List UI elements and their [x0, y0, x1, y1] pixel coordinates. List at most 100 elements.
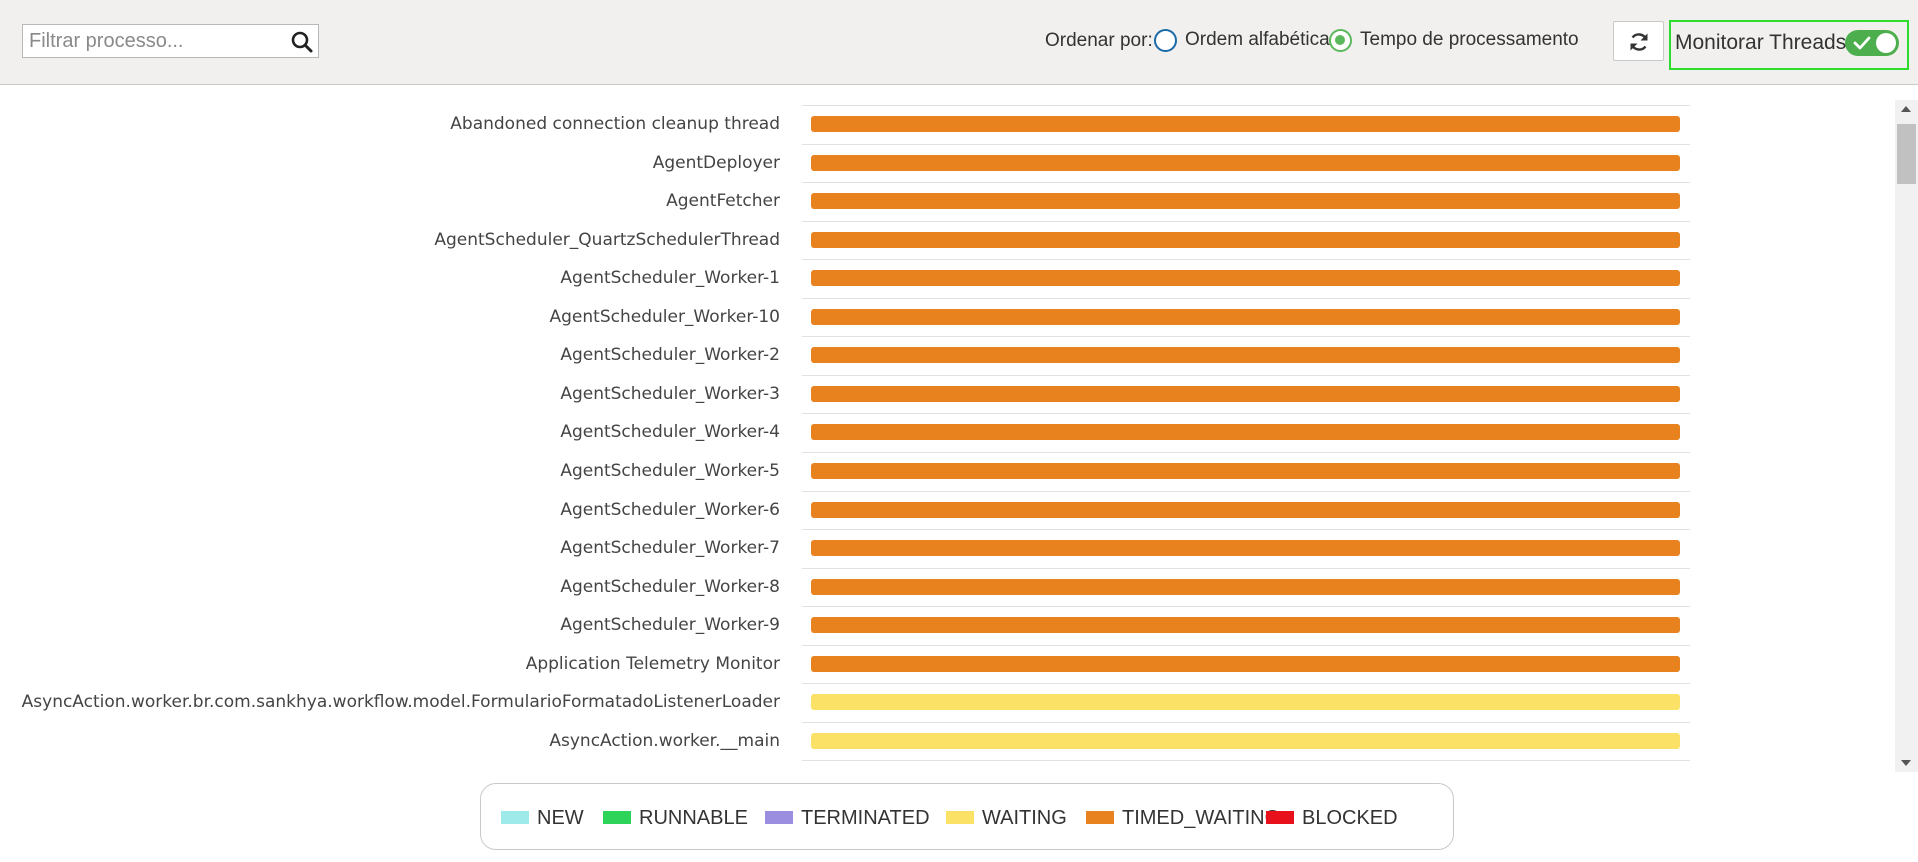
- legend-label: NEW: [537, 807, 584, 829]
- thread-state-bar[interactable]: [811, 540, 1680, 557]
- thread-row: AgentScheduler_Worker-10: [0, 297, 1700, 336]
- thread-name: AgentScheduler_Worker-6: [560, 499, 780, 520]
- thread-state-bar[interactable]: [811, 154, 1680, 171]
- thread-name: AgentDeployer: [652, 152, 780, 173]
- row-divider: [802, 143, 1690, 145]
- row-divider: [802, 644, 1690, 646]
- row-divider: [802, 336, 1690, 338]
- thread-row: AgentScheduler_Worker-6: [0, 490, 1700, 529]
- refresh-icon: [1630, 33, 1648, 51]
- legend-swatch: [1086, 811, 1114, 824]
- thread-row: Application Telemetry Monitor: [0, 644, 1700, 683]
- legend-swatch: [501, 811, 529, 824]
- monitor-threads-toggle[interactable]: [1845, 30, 1899, 56]
- thread-state-bar[interactable]: [811, 270, 1680, 287]
- row-divider: [802, 490, 1690, 492]
- search-box: [22, 24, 319, 58]
- sort-label: Ordenar por:: [1045, 30, 1153, 51]
- thread-row: AgentScheduler_Worker-9: [0, 606, 1700, 644]
- legend-swatch: [603, 811, 631, 824]
- legend-swatch: [765, 811, 793, 824]
- sort-alpha-radio[interactable]: [1154, 29, 1177, 52]
- check-icon: [1853, 36, 1871, 50]
- thread-row: AgentScheduler_Worker-2: [0, 336, 1700, 374]
- thread-state-bar[interactable]: [811, 462, 1680, 479]
- refresh-button[interactable]: [1613, 21, 1664, 61]
- toggle-knob: [1876, 33, 1896, 53]
- thread-state-bar[interactable]: [811, 385, 1680, 402]
- thread-name: Abandoned connection cleanup thread: [450, 114, 780, 134]
- thread-row: AgentScheduler_Worker-4: [0, 413, 1700, 451]
- row-divider: [802, 683, 1690, 685]
- thread-name: AgentScheduler_Worker-4: [560, 422, 780, 443]
- monitor-threads-control: Monitorar Threads: [1669, 20, 1909, 70]
- thread-name: AgentScheduler_Worker-7: [560, 538, 780, 559]
- thread-row: AsyncAction.worker.br.com.sankhya.workfl…: [0, 683, 1700, 721]
- thread-state-bar[interactable]: [811, 116, 1680, 132]
- thread-row: Abandoned connection cleanup thread: [0, 105, 1700, 143]
- row-divider: [802, 259, 1690, 261]
- legend-label: WAITING: [982, 807, 1067, 829]
- row-divider: [802, 182, 1690, 184]
- vertical-scrollbar[interactable]: [1895, 100, 1918, 772]
- legend-swatch: [1266, 811, 1294, 824]
- thread-state-bar[interactable]: [811, 347, 1680, 364]
- row-divider: [802, 413, 1690, 415]
- thread-state-bar[interactable]: [811, 617, 1680, 634]
- thread-state-bar[interactable]: [811, 231, 1680, 248]
- scroll-thumb[interactable]: [1897, 124, 1916, 184]
- thread-name: AgentScheduler_Worker-9: [560, 615, 780, 636]
- toolbar: Ordenar por: Ordem alfabética Tempo de p…: [0, 0, 1918, 85]
- thread-state-bar[interactable]: [811, 501, 1680, 518]
- thread-row: AgentScheduler_Worker-7: [0, 529, 1700, 567]
- thread-state-bar[interactable]: [811, 732, 1680, 749]
- legend-swatch: [946, 811, 974, 824]
- legend-label: TIMED_WAITING: [1122, 807, 1281, 829]
- scroll-down-arrow[interactable]: [1901, 760, 1911, 766]
- thread-state-bar[interactable]: [811, 193, 1680, 210]
- row-divider: [802, 374, 1690, 376]
- row-divider: [802, 451, 1690, 453]
- thread-name: AsyncAction.worker.br.com.sankhya.workfl…: [21, 692, 780, 713]
- row-divider: [802, 297, 1690, 299]
- thread-timeline-chart: Abandoned connection cleanup thread Agent…: [0, 86, 1895, 772]
- legend-label: BLOCKED: [1302, 807, 1398, 829]
- thread-row: AgentDeployer: [0, 143, 1700, 182]
- sort-time-label[interactable]: Tempo de processamento: [1360, 29, 1579, 50]
- thread-state-bar[interactable]: [811, 655, 1680, 672]
- search-icon[interactable]: [290, 30, 314, 54]
- thread-name: AgentScheduler_Worker-10: [549, 306, 781, 327]
- thread-state-bar[interactable]: [811, 578, 1680, 595]
- legend-label: RUNNABLE: [639, 807, 748, 829]
- thread-name: AgentScheduler_QuartzSchedulerThread: [434, 229, 780, 250]
- thread-row: AgentFetcher: [0, 182, 1700, 220]
- monitor-threads-label: Monitorar Threads: [1675, 31, 1847, 54]
- thread-row: AgentScheduler_Worker-5: [0, 451, 1700, 490]
- thread-name: Application Telemetry Monitor: [525, 653, 780, 674]
- thread-row: AgentScheduler_Worker-8: [0, 567, 1700, 606]
- legend-label: TERMINATED: [801, 807, 930, 829]
- thread-name: AgentScheduler_Worker-2: [560, 345, 780, 366]
- sort-time-radio[interactable]: [1329, 29, 1352, 52]
- thread-name: AgentScheduler_Worker-8: [560, 576, 780, 597]
- thread-row: AgentScheduler_Worker-1: [0, 259, 1700, 297]
- thread-row: AsyncAction.worker.__main: [0, 721, 1700, 760]
- thread-name: AgentScheduler_Worker-1: [560, 268, 780, 289]
- row-divider: [802, 529, 1690, 531]
- thread-row: AgentScheduler_Worker-3: [0, 374, 1700, 413]
- thread-name: AgentScheduler_Worker-5: [560, 460, 780, 481]
- thread-row: AgentScheduler_QuartzSchedulerThread: [0, 220, 1700, 259]
- row-divider: [802, 105, 1690, 106]
- row-divider: [802, 721, 1690, 723]
- sort-alpha-label[interactable]: Ordem alfabética: [1185, 29, 1330, 50]
- row-divider: [802, 220, 1690, 222]
- row-divider: [802, 567, 1690, 569]
- search-input[interactable]: [23, 25, 278, 57]
- thread-name: AgentFetcher: [666, 191, 780, 212]
- thread-state-bar[interactable]: [811, 694, 1680, 711]
- row-divider: [802, 606, 1690, 608]
- thread-state-bar[interactable]: [811, 308, 1680, 325]
- thread-state-bar[interactable]: [811, 424, 1680, 441]
- scroll-up-arrow[interactable]: [1901, 106, 1911, 112]
- thread-name: AsyncAction.worker.__main: [549, 730, 780, 751]
